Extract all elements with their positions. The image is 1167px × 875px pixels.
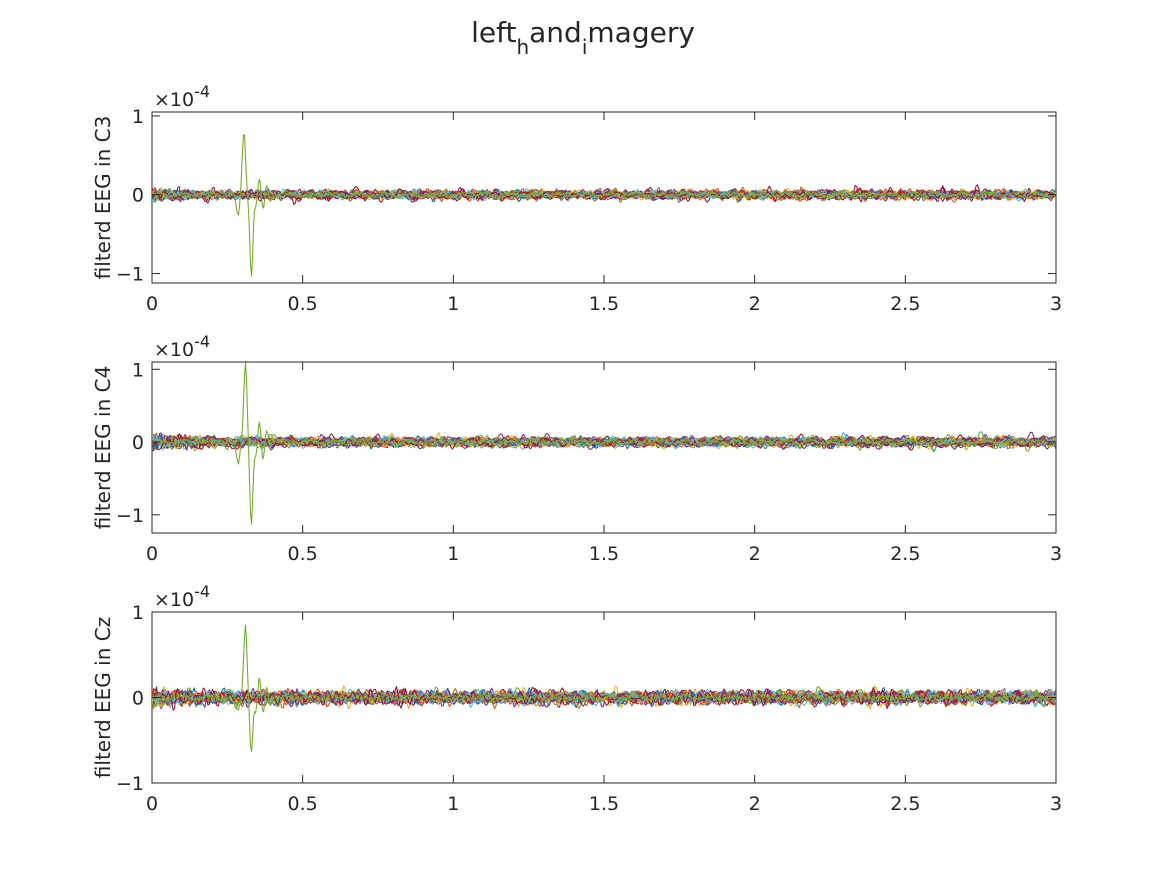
y-exponent-label: ×10-4 (154, 332, 210, 362)
axes-frame (151, 361, 1057, 534)
x-tick-label: 0 (146, 543, 158, 565)
artifact-trace (152, 624, 1056, 752)
x-tick-label: 0.5 (288, 543, 318, 565)
trace-group (152, 624, 1056, 752)
y-tick-label: −1 (116, 264, 144, 286)
trace-group (152, 134, 1056, 277)
y-exponent-label: ×10-4 (154, 582, 210, 612)
x-tick-label: 0.5 (288, 793, 318, 815)
x-tick-label: 2 (749, 793, 761, 815)
figure-title: lefthandimagery (471, 16, 695, 59)
x-tick-label: 1 (447, 543, 459, 565)
title-subscript: i (582, 35, 588, 59)
y-tick-label: 1 (132, 602, 144, 624)
x-tick-label: 0 (146, 793, 158, 815)
x-tick-label: 0.5 (288, 293, 318, 315)
y-tick-label: −1 (116, 505, 144, 527)
x-tick-label: 1 (447, 793, 459, 815)
x-tick-label: 1 (447, 293, 459, 315)
x-tick-label: 3 (1050, 293, 1062, 315)
y-axis-label: filterd EEG in Cz (91, 617, 115, 778)
x-tick-label: 2 (749, 293, 761, 315)
artifact-trace (152, 362, 1056, 525)
x-tick-label: 2.5 (890, 543, 920, 565)
title-part: magery (587, 16, 695, 49)
eeg-trace-27 (152, 688, 1056, 708)
x-tick-label: 1.5 (589, 543, 619, 565)
y-tick-label: 0 (132, 185, 144, 207)
title-part: left (471, 16, 516, 49)
title-part: and (529, 16, 582, 49)
y-tick-label: 0 (132, 432, 144, 454)
x-tick-label: 3 (1050, 543, 1062, 565)
eeg-trace-13 (152, 431, 1056, 451)
x-tick-label: 3 (1050, 793, 1062, 815)
trace-group (152, 362, 1056, 525)
x-tick-label: 2 (749, 543, 761, 565)
y-tick-label: 1 (132, 359, 144, 381)
y-tick-label: −1 (116, 773, 144, 795)
y-axis-label: filterd EEG in C3 (91, 116, 115, 280)
x-tick-label: 1.5 (589, 293, 619, 315)
x-tick-label: 0 (146, 293, 158, 315)
title-subscript: h (516, 35, 529, 59)
x-tick-label: 2.5 (890, 793, 920, 815)
y-tick-label: 1 (132, 106, 144, 128)
x-tick-label: 1.5 (589, 793, 619, 815)
x-tick-label: 2.5 (890, 293, 920, 315)
y-exponent-label: ×10-4 (154, 82, 210, 112)
artifact-trace (152, 134, 1056, 277)
y-tick-label: 0 (132, 688, 144, 710)
y-axis-label: filterd EEG in C4 (91, 366, 115, 530)
